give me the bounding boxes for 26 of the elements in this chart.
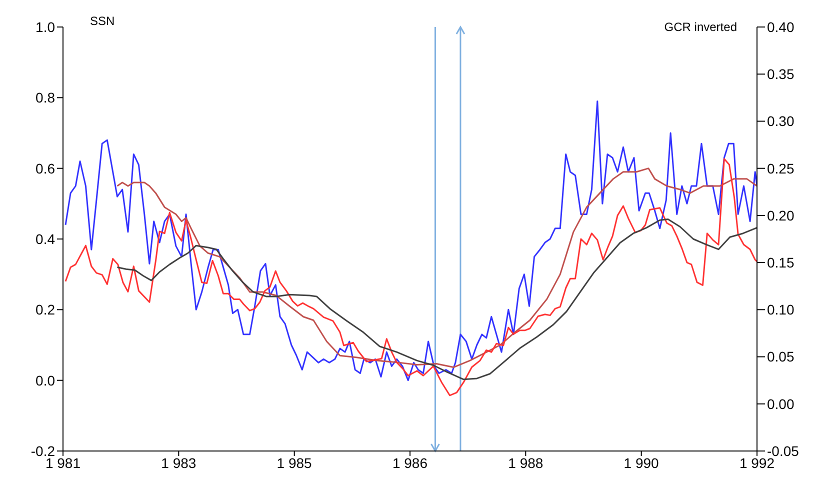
y-axis-title: SSN	[90, 14, 115, 28]
y-tick-label: 0.6	[36, 160, 56, 176]
line-series	[116, 218, 757, 380]
x-tick-label: 1 983	[161, 454, 196, 471]
line-series	[64, 100, 757, 382]
y-tick-label: 0.2	[36, 302, 56, 318]
y-tick-label: 1.0	[36, 18, 56, 35]
y2-tick-label: 0.30	[767, 113, 794, 130]
y2-tick-label: 0.00	[767, 396, 794, 412]
y2-axis-title: GCR inverted	[664, 20, 737, 34]
x-tick-label: 1 985	[276, 454, 312, 471]
y2-tick-label: 0.35	[767, 66, 794, 82]
y2-tick-label: 0.05	[767, 348, 794, 365]
line-series	[116, 168, 757, 368]
line-series	[64, 158, 757, 396]
y-tick-label: 0.0	[36, 372, 56, 388]
y2-tick-label: 0.10	[767, 302, 794, 318]
y2-tick-label: 0.20	[767, 207, 794, 224]
x-tick-label: 1 986	[392, 454, 428, 471]
y2-tick-label: 0.40	[767, 18, 794, 35]
y-tick-label: 0.4	[36, 230, 56, 247]
y2-tick-label: 0.15	[767, 254, 794, 271]
x-tick-label: 1 990	[624, 454, 660, 471]
x-tick-label: 1 988	[508, 454, 544, 471]
y-tick-label: 0.8	[36, 90, 56, 106]
y2-tick-label: 0.25	[767, 160, 794, 176]
